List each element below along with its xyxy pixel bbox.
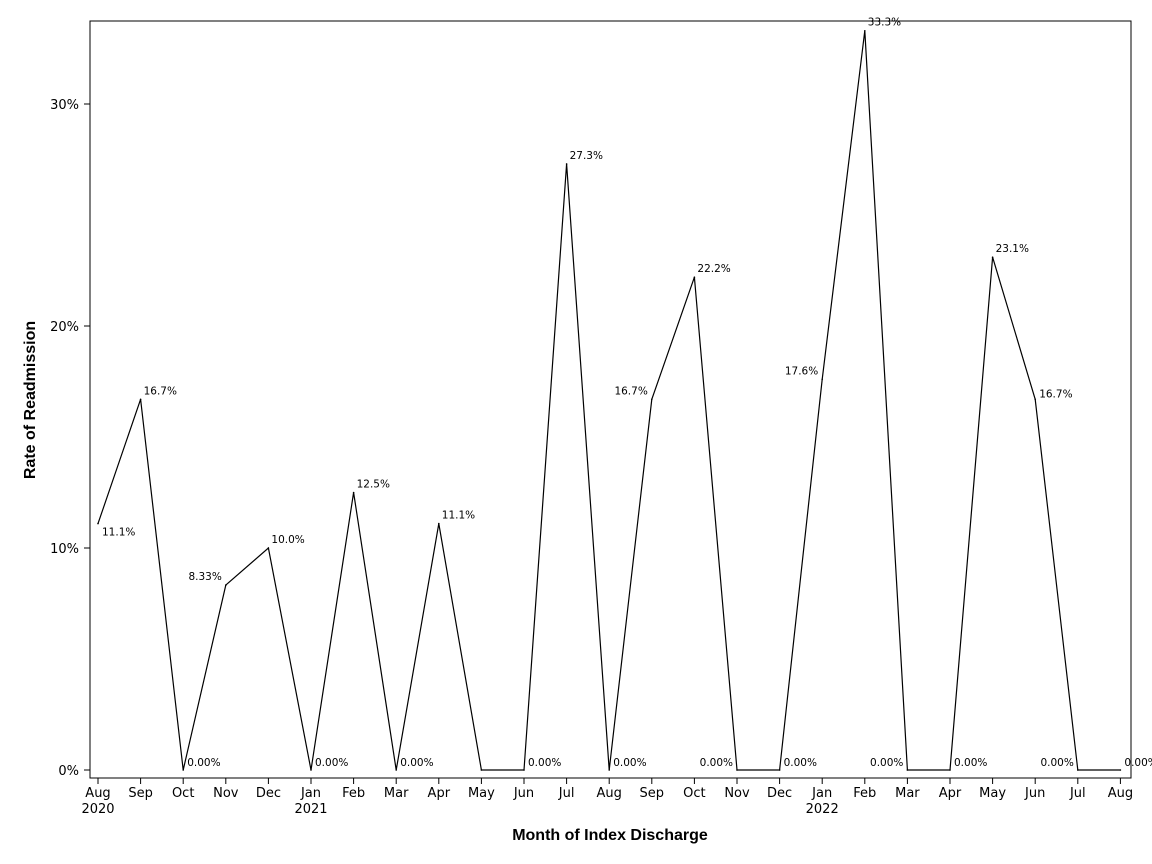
- data-label: 0.00%: [187, 757, 220, 769]
- x-tick-label: May: [468, 786, 495, 801]
- data-point: [821, 378, 823, 381]
- data-label: 0.00%: [954, 757, 987, 769]
- data-label: 0.00%: [528, 757, 561, 769]
- x-tick-label: Jul: [558, 786, 575, 801]
- x-tick-year-label: 2022: [806, 802, 839, 817]
- x-tick-label: Aug: [597, 786, 622, 801]
- data-point: [906, 769, 909, 771]
- x-tick-label: Mar: [384, 786, 409, 801]
- x-tick-label: Dec: [767, 786, 792, 801]
- data-point: [949, 769, 951, 771]
- data-label: 0.00%: [870, 757, 903, 769]
- data-point: [991, 256, 994, 258]
- y-axis-title: Rate of Readmission: [22, 321, 39, 479]
- y-tick-label: 10%: [50, 542, 79, 557]
- data-label: 27.3%: [570, 150, 603, 162]
- x-tick-year-label: 2021: [294, 802, 327, 817]
- x-tick-label: Apr: [939, 786, 962, 801]
- data-label: 11.1%: [102, 527, 135, 539]
- x-tick-label: Feb: [853, 786, 876, 801]
- data-point: [651, 398, 653, 401]
- data-label: 12.5%: [357, 479, 390, 491]
- x-tick-label: Jun: [513, 786, 534, 801]
- x-tick-label: Apr: [428, 786, 451, 801]
- x-tick-label: Feb: [342, 786, 365, 801]
- data-label: 16.7%: [1039, 388, 1072, 400]
- data-label: 16.7%: [614, 385, 647, 397]
- data-point: [736, 769, 738, 771]
- data-label: 16.7%: [144, 385, 177, 397]
- x-tick-label: Aug: [1108, 786, 1133, 801]
- data-label: 0.00%: [400, 757, 433, 769]
- x-axis-title: Month of Index Discharge: [512, 827, 708, 844]
- data-label: 23.1%: [996, 243, 1029, 255]
- data-point: [608, 769, 610, 771]
- x-tick-label: Aug: [85, 786, 110, 801]
- data-point: [139, 398, 142, 401]
- x-tick-label: Jan: [300, 786, 321, 801]
- x-tick-label: Sep: [128, 786, 153, 801]
- data-label: 11.1%: [442, 510, 475, 522]
- data-label: 33.3%: [868, 17, 901, 29]
- x-tick-label: Nov: [724, 786, 750, 801]
- data-label-group: 11.1% 16.7% 0.00% 8.33% 10.0% 0.00% 12.5% 0.00%…: [102, 17, 1152, 769]
- data-point: [778, 769, 781, 771]
- data-label: 0.00%: [315, 757, 348, 769]
- data-point: [864, 29, 866, 32]
- data-point: [310, 769, 312, 771]
- data-label: 8.33%: [188, 571, 221, 583]
- data-point: [267, 547, 270, 549]
- data-label: 0.00%: [613, 757, 646, 769]
- data-point: [480, 769, 483, 771]
- x-tick-label: Oct: [683, 786, 705, 801]
- x-tick-label: Sep: [640, 786, 665, 801]
- data-point: [693, 276, 696, 278]
- data-point: [395, 769, 398, 771]
- data-point: [182, 769, 184, 771]
- x-tick-label: Jul: [1069, 786, 1086, 801]
- data-label: 22.2%: [697, 263, 730, 275]
- data-label: 0.00%: [1124, 757, 1152, 769]
- data-point: [1077, 769, 1079, 771]
- data-point: [97, 522, 99, 525]
- data-point: [225, 584, 227, 586]
- data-label: 0.00%: [784, 757, 817, 769]
- x-tick-label: Oct: [172, 786, 194, 801]
- y-tick-label: 30%: [50, 98, 79, 113]
- data-point: [352, 491, 355, 494]
- data-point: [1119, 769, 1122, 771]
- x-tick-label: Mar: [895, 786, 920, 801]
- x-tick-label: Jan: [811, 786, 832, 801]
- y-tick-label: 0%: [58, 764, 79, 779]
- data-point: [1034, 398, 1036, 401]
- x-tick-label: May: [979, 786, 1006, 801]
- data-point: [565, 163, 568, 165]
- y-axis: 0% 10% 20% 30%: [50, 98, 90, 779]
- data-label: 10.0%: [271, 534, 304, 546]
- plot-area-frame: [89, 20, 1132, 779]
- data-point: [523, 769, 525, 771]
- y-tick-label: 20%: [50, 320, 79, 335]
- series-line: [97, 30, 1121, 771]
- data-point: [438, 522, 440, 525]
- x-tick-label: Jun: [1024, 786, 1045, 801]
- series-line-group: [97, 29, 1122, 771]
- x-tick-label: Dec: [256, 786, 281, 801]
- data-label: 0.00%: [1040, 757, 1073, 769]
- x-tick-year-label: 2020: [81, 802, 114, 817]
- x-tick-label: Nov: [213, 786, 239, 801]
- data-label: 0.00%: [700, 757, 733, 769]
- data-label: 17.6%: [785, 365, 818, 377]
